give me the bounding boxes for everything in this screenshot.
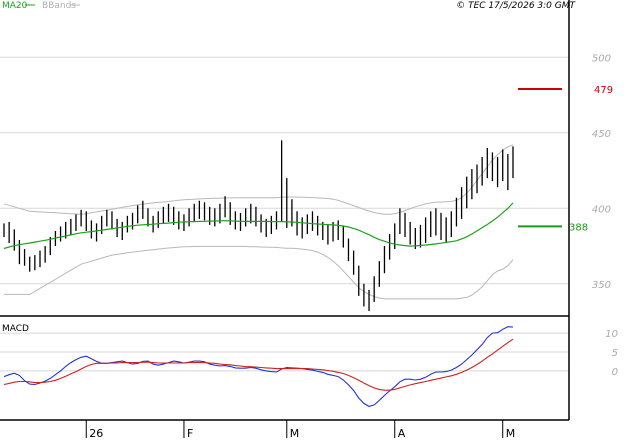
price-axis: 350 400 450 500: [592, 53, 611, 290]
ma20-series: [3, 202, 514, 250]
macd-lines: [3, 326, 514, 407]
price-tick-label: 350: [592, 280, 611, 291]
price-gridlines: [0, 56, 569, 285]
macd-title: MACD: [2, 324, 29, 334]
legend-ma20: MA20: [2, 1, 28, 11]
macd-gridlines: [0, 332, 569, 372]
copyright-text: © TEC 17/5/2026 3:0 GMT: [456, 1, 576, 11]
price-bars: [3, 140, 514, 311]
bollinger-bands: [3, 144, 514, 300]
time-axis: 26 F M A M: [85, 420, 516, 440]
time-tick-label: F: [187, 427, 193, 440]
time-tick-label: M: [506, 427, 516, 440]
resistance-label: 479: [594, 85, 613, 96]
time-tick-label: 26: [89, 427, 103, 440]
macd-tick-label: 5: [612, 348, 618, 359]
time-tick-label: A: [398, 427, 406, 440]
macd-tick-label: 10: [605, 329, 618, 340]
macd-tick-label: 0: [612, 367, 618, 378]
macd-series: [3, 326, 514, 407]
price-tick-label: 450: [592, 129, 611, 140]
support-label: 388: [569, 222, 588, 233]
bband-upper-line: [3, 144, 514, 215]
legend-bbands: BBands: [42, 1, 76, 11]
ma20-line: [3, 202, 514, 250]
price-tick-label: 400: [592, 204, 611, 215]
price-tick-label: 500: [592, 53, 611, 64]
price-markers: 479 388: [518, 85, 613, 233]
macd-axis: 10 5 0: [605, 329, 618, 378]
time-tick-label: M: [290, 427, 300, 440]
chart-frame: [0, 0, 570, 421]
bband-lower-line: [4, 245, 514, 300]
signal-series: [3, 338, 514, 391]
